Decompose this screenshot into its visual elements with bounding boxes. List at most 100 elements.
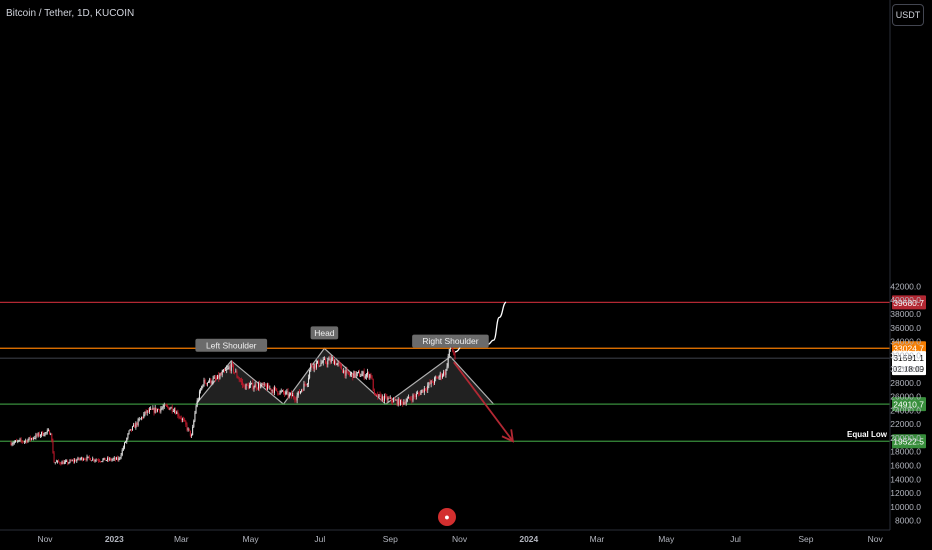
candle-body — [208, 382, 210, 383]
candle-body — [127, 433, 129, 438]
candle-body — [161, 408, 163, 409]
candle-body — [18, 440, 20, 441]
candle-body — [77, 457, 79, 460]
candle-body — [385, 395, 387, 397]
candle-body — [223, 370, 225, 371]
countdown-label: 02:18:09 — [893, 365, 925, 374]
candle-body — [379, 394, 381, 396]
candle-body — [287, 391, 289, 397]
candle-body — [430, 380, 432, 384]
candle-body — [336, 363, 338, 366]
candle-body — [42, 431, 44, 436]
candle-body — [59, 462, 61, 464]
candle-body — [79, 458, 81, 460]
candle-body — [192, 426, 194, 436]
candle-body — [277, 391, 279, 394]
candle-body — [197, 399, 199, 401]
candle-body — [87, 456, 89, 458]
y-tick-label: 14000.0 — [890, 474, 921, 484]
candle-body — [147, 410, 149, 412]
candle-body — [409, 396, 411, 399]
candle-body — [265, 386, 267, 390]
candle-body — [194, 413, 196, 421]
candle-body — [178, 416, 180, 418]
candle-body — [328, 358, 330, 361]
candle-body — [227, 368, 229, 369]
candle-body — [91, 460, 93, 462]
candle-body — [191, 435, 193, 436]
candle-body — [189, 430, 191, 436]
candle-body — [116, 457, 118, 460]
candle-body — [129, 428, 131, 431]
candle-body — [100, 461, 102, 463]
candle-body — [276, 388, 278, 392]
candle-body — [74, 459, 76, 462]
candle-body — [196, 400, 198, 407]
candle-body — [290, 392, 292, 397]
candle-body — [280, 391, 282, 392]
candle-body — [84, 459, 86, 460]
candle-body — [47, 430, 49, 432]
candle-body — [166, 405, 168, 407]
candle-body — [175, 410, 177, 415]
candle-body — [397, 399, 399, 405]
candle-body — [111, 459, 113, 461]
currency-button[interactable]: USDT — [892, 4, 924, 26]
candle-body — [419, 393, 421, 395]
candle-body — [158, 409, 160, 410]
candle-body — [281, 390, 283, 392]
pattern-label-box — [412, 334, 489, 348]
candle-body — [117, 457, 119, 460]
candle-body — [388, 397, 390, 399]
candle-body — [85, 459, 87, 460]
candle-body — [160, 408, 162, 412]
candle-body — [404, 402, 406, 404]
candle-body — [444, 371, 446, 375]
candle-body — [243, 384, 245, 386]
candle-body — [94, 460, 96, 462]
candle-body — [311, 364, 313, 367]
candle-body — [181, 418, 183, 420]
candle-body — [432, 382, 434, 384]
candle-body — [368, 372, 370, 378]
candle-body — [293, 394, 295, 398]
candle-body — [326, 362, 328, 365]
candle-body — [212, 378, 214, 383]
candle-body — [314, 363, 316, 368]
candle-body — [119, 457, 121, 459]
candle-body — [261, 383, 263, 385]
candle-body — [122, 447, 124, 450]
candle-body — [305, 384, 307, 386]
candle-body — [229, 367, 231, 371]
candle-body — [387, 397, 389, 401]
candle-body — [389, 397, 391, 399]
candle-body — [413, 395, 415, 397]
candle-body — [218, 374, 220, 379]
candle-body — [126, 437, 128, 442]
candle-body — [44, 432, 46, 436]
x-tick-label: May — [243, 534, 260, 544]
candle-body — [67, 460, 69, 464]
pattern-triangle — [194, 359, 286, 405]
candle-body — [10, 442, 12, 445]
candle-body — [255, 384, 257, 389]
candle-body — [393, 399, 395, 403]
candle-body — [97, 459, 99, 461]
candle-body — [270, 388, 272, 391]
candle-body — [14, 440, 16, 442]
candle-body — [264, 383, 266, 387]
candle-body — [163, 404, 165, 408]
x-tick-label: Mar — [174, 534, 189, 544]
candle-body — [446, 366, 448, 370]
candle-body — [17, 440, 19, 442]
level-badge-label: 19522.5 — [893, 437, 924, 447]
candle-body — [61, 461, 63, 465]
y-tick-label: 34000.0 — [890, 337, 921, 347]
candle-body — [263, 383, 265, 386]
candle-body — [365, 374, 367, 377]
candle-body — [346, 370, 348, 372]
candle-body — [11, 443, 13, 445]
candle-body — [334, 361, 336, 364]
level-badge-label: 39680.7 — [893, 298, 924, 308]
